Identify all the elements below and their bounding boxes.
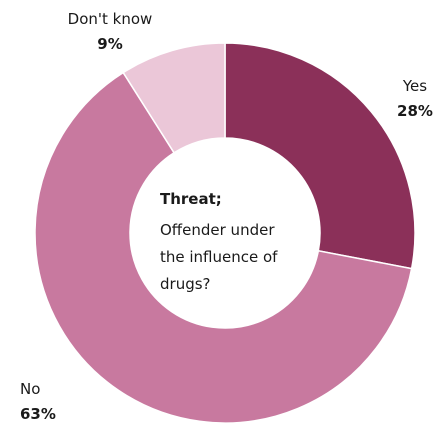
center-title: Threat; — [160, 190, 222, 208]
center-text: Threat; Offender under the influence of … — [160, 190, 278, 293]
slice-don-t-know — [122, 42, 226, 154]
slice-value-don-t-know: 9% — [97, 35, 122, 53]
slice-value-no: 63% — [20, 405, 56, 423]
slice-label-yes: Yes — [402, 77, 427, 95]
center-line-1: Offender under — [160, 221, 275, 239]
labels-layer: Yes 28% No 63% Don't know 9% — [20, 10, 433, 423]
slices-layer — [34, 42, 416, 424]
slice-label-no: No — [20, 380, 40, 398]
center-line-3: drugs? — [160, 275, 211, 293]
slice-value-yes: 28% — [397, 102, 433, 120]
slice-no — [34, 71, 413, 424]
center-line-2: the influence of — [160, 248, 278, 266]
slice-label-don-t-know: Don't know — [68, 10, 153, 28]
slice-yes — [224, 42, 416, 270]
